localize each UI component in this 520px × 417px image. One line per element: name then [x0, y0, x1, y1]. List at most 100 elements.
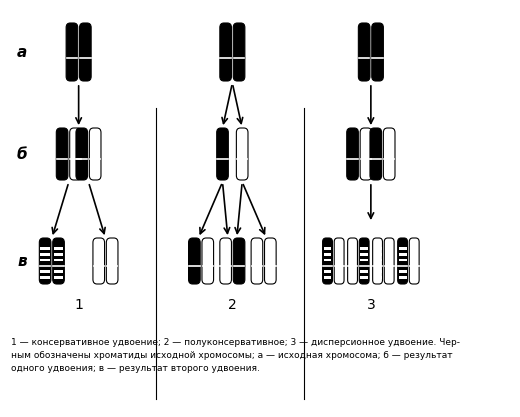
Bar — [203, 253, 213, 256]
Bar — [41, 253, 50, 256]
Bar — [360, 270, 368, 273]
Bar — [385, 259, 393, 261]
FancyBboxPatch shape — [409, 238, 419, 284]
FancyBboxPatch shape — [76, 128, 87, 180]
Bar — [221, 259, 230, 261]
FancyBboxPatch shape — [80, 23, 91, 81]
Bar — [252, 276, 262, 279]
Bar — [108, 276, 117, 279]
Bar — [410, 247, 418, 250]
FancyBboxPatch shape — [370, 128, 382, 180]
Bar — [266, 270, 275, 273]
FancyBboxPatch shape — [359, 238, 369, 284]
FancyBboxPatch shape — [189, 238, 200, 284]
Bar — [221, 253, 230, 256]
FancyBboxPatch shape — [40, 238, 51, 284]
Bar — [335, 247, 343, 250]
Text: ным обозначены хроматиды исходной хромосомы; а — исходная хромосома; б — результ: ным обозначены хроматиды исходной хромос… — [11, 351, 452, 360]
Bar — [323, 247, 331, 250]
FancyBboxPatch shape — [334, 238, 344, 284]
Bar — [108, 247, 117, 250]
Text: 1: 1 — [74, 298, 83, 312]
FancyBboxPatch shape — [347, 128, 358, 180]
FancyBboxPatch shape — [233, 23, 245, 81]
Bar — [266, 259, 275, 261]
Bar — [203, 247, 213, 250]
Bar — [221, 270, 230, 273]
Text: одного удвоения; в — результат второго удвоения.: одного удвоения; в — результат второго у… — [11, 364, 259, 373]
Bar — [348, 247, 357, 250]
FancyBboxPatch shape — [348, 238, 357, 284]
FancyBboxPatch shape — [251, 238, 263, 284]
Bar — [94, 270, 103, 273]
Bar — [203, 259, 213, 261]
Bar — [323, 259, 331, 261]
Bar — [348, 270, 357, 273]
Bar — [252, 270, 262, 273]
Bar — [335, 276, 343, 279]
Bar — [54, 247, 63, 250]
Bar — [54, 276, 63, 279]
Text: а: а — [17, 45, 28, 60]
Bar — [374, 259, 382, 261]
Bar — [335, 270, 343, 273]
Bar — [266, 247, 275, 250]
Bar — [54, 270, 63, 273]
Bar — [94, 259, 103, 261]
Bar — [323, 270, 331, 273]
Bar — [374, 276, 382, 279]
Text: б: б — [17, 146, 28, 161]
FancyBboxPatch shape — [56, 128, 68, 180]
Bar — [41, 259, 50, 261]
Bar — [348, 276, 357, 279]
Bar — [41, 270, 50, 273]
FancyBboxPatch shape — [66, 23, 78, 81]
Bar — [374, 247, 382, 250]
Bar — [410, 253, 418, 256]
Text: 3: 3 — [367, 298, 375, 312]
FancyBboxPatch shape — [220, 238, 231, 284]
FancyBboxPatch shape — [220, 23, 231, 81]
Bar — [348, 253, 357, 256]
Bar — [399, 247, 407, 250]
FancyBboxPatch shape — [322, 238, 332, 284]
Bar — [221, 247, 230, 250]
Bar — [54, 253, 63, 256]
FancyBboxPatch shape — [383, 128, 395, 180]
Bar — [360, 259, 368, 261]
Bar — [252, 259, 262, 261]
FancyBboxPatch shape — [93, 238, 105, 284]
Bar — [374, 253, 382, 256]
Bar — [203, 276, 213, 279]
Bar — [41, 276, 50, 279]
FancyBboxPatch shape — [217, 128, 228, 180]
Bar — [94, 276, 103, 279]
Text: 2: 2 — [228, 298, 237, 312]
Bar — [410, 270, 418, 273]
Bar — [385, 247, 393, 250]
Bar — [360, 253, 368, 256]
FancyBboxPatch shape — [53, 238, 64, 284]
Bar — [348, 259, 357, 261]
Text: в: в — [18, 254, 27, 269]
Bar — [41, 247, 50, 250]
Bar — [385, 270, 393, 273]
FancyBboxPatch shape — [358, 23, 370, 81]
Bar — [385, 276, 393, 279]
Bar — [360, 276, 368, 279]
Bar — [266, 253, 275, 256]
Bar — [335, 253, 343, 256]
Bar — [203, 270, 213, 273]
Bar — [360, 247, 368, 250]
Bar — [410, 259, 418, 261]
FancyBboxPatch shape — [107, 238, 118, 284]
FancyBboxPatch shape — [70, 128, 81, 180]
Bar — [410, 276, 418, 279]
FancyBboxPatch shape — [372, 23, 383, 81]
Bar — [399, 270, 407, 273]
FancyBboxPatch shape — [237, 128, 248, 180]
Bar — [399, 259, 407, 261]
Bar — [108, 270, 117, 273]
Bar — [399, 253, 407, 256]
Bar — [266, 276, 275, 279]
